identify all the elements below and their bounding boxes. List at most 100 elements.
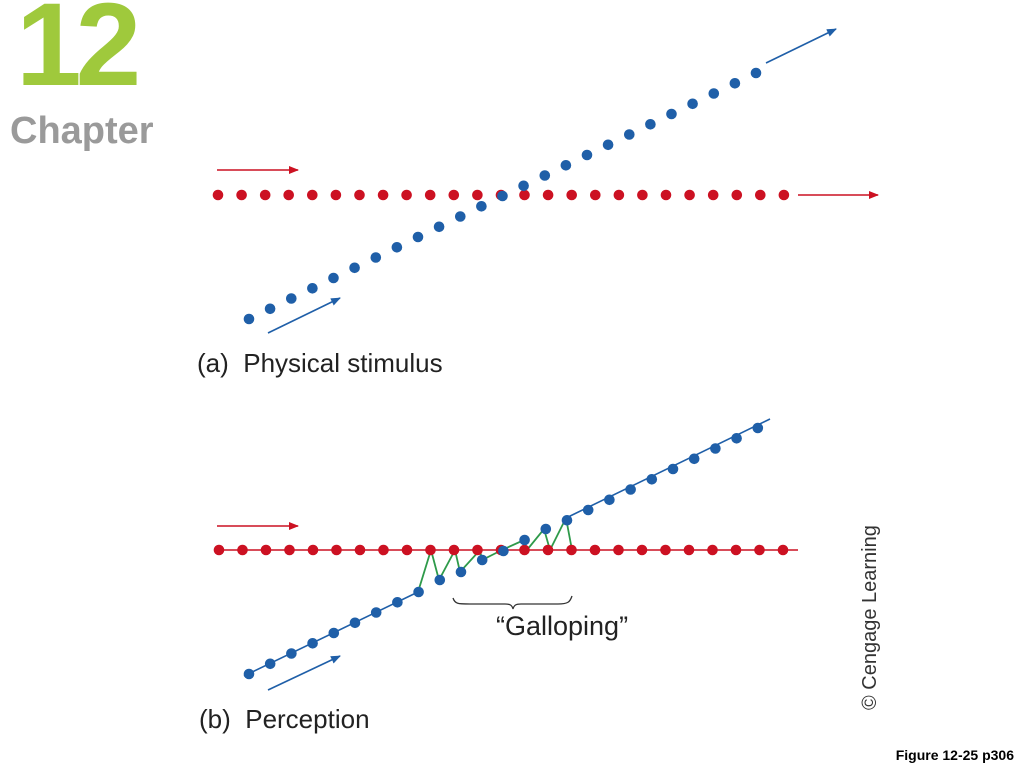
blue-tone-dot (264, 303, 276, 315)
red-tone-dot (731, 189, 743, 201)
red-tone-dot (472, 189, 483, 201)
blue-tone-dot (560, 160, 572, 171)
blue-tone-dot (731, 433, 742, 444)
red-tone-dot (542, 544, 554, 556)
blue-tone-dot (455, 566, 467, 578)
red-tone-dot (212, 189, 224, 201)
red-tone-dot (284, 544, 295, 556)
blue-tone-dot (518, 180, 529, 192)
blue-tone-dot (392, 597, 403, 608)
blue-tone-dot (625, 484, 636, 495)
red-tone-dot (401, 189, 412, 201)
blue-tone-dot (370, 607, 382, 618)
red-tone-dot (566, 544, 577, 556)
red-tone-sequence (212, 189, 790, 201)
blue-tone-dot (666, 108, 677, 120)
blue-tone-dot (687, 98, 698, 110)
panel-a-caption: (a) Physical stimulus (197, 348, 443, 378)
red-tone-dot (730, 544, 742, 556)
red-tone-dot (519, 189, 530, 201)
figure-reference: Figure 12-25 p306 (895, 747, 1014, 763)
blue-tone-dot (434, 574, 446, 586)
red-tone-dot (636, 544, 648, 556)
blue-tone-dot (498, 545, 509, 557)
red-tone-dot (448, 189, 460, 201)
chapter-label: Chapter (10, 110, 154, 152)
blue-tone-sequence (243, 422, 764, 680)
red-tone-dot (613, 189, 625, 201)
blue-tone-dot (391, 242, 403, 253)
blue-tone-dot (433, 221, 445, 233)
blue-tone-dot (328, 627, 340, 639)
blue-tone-dot (582, 504, 594, 516)
copyright-credit: © Cengage Learning (859, 525, 881, 710)
blue-tone-dot (624, 129, 635, 140)
blue-tone-dot (413, 586, 424, 598)
blue-tone-dot (370, 252, 382, 263)
red-tone-dot (377, 189, 389, 201)
blue-tone-dot (539, 170, 551, 181)
blue-tone-dot (349, 262, 360, 274)
red-tone-dot (330, 189, 342, 201)
red-tone-dot (354, 189, 365, 201)
red-tone-dot (519, 544, 530, 556)
blue-tone-dot (688, 453, 700, 465)
blue-tone-dot (710, 443, 721, 454)
blue-tone-dot (286, 648, 297, 659)
blue-tone-dot (540, 523, 552, 535)
blue-tone-dot (455, 211, 466, 222)
red-tone-dot (613, 544, 624, 556)
red-tone-dot (424, 189, 436, 201)
red-tone-dot (589, 544, 601, 556)
blue-tone-dot (519, 534, 530, 546)
blue-tone-dot (286, 293, 297, 304)
blue-tone-dot (243, 668, 255, 680)
red-tone-dot (684, 189, 695, 201)
blue-tone-dot (602, 139, 614, 151)
red-tone-dot (331, 544, 342, 556)
blue-tone-dot (729, 78, 741, 89)
red-tone-dot (354, 544, 366, 556)
red-tone-dot (448, 544, 460, 556)
panel-b-caption: (b) Perception (199, 704, 370, 734)
blue-tone-dot (307, 283, 318, 294)
red-tone-dot (707, 544, 718, 556)
red-tone-dot (213, 544, 225, 556)
red-tone-dot (778, 189, 790, 201)
red-tone-dot (754, 544, 765, 556)
red-tone-dot (260, 544, 272, 556)
blue-leading-arrow (765, 28, 837, 64)
blue-tone-dot (646, 474, 658, 485)
red-tone-dot (707, 189, 719, 201)
red-tone-dot (401, 544, 413, 556)
red-tone-dot (660, 189, 672, 201)
red-tone-dot (683, 544, 695, 556)
panel-b-perception (213, 418, 798, 691)
blue-tone-dot (497, 190, 508, 202)
blue-direction-arrow (267, 297, 341, 334)
red-tone-dot (425, 544, 436, 556)
blue-tone-dot (752, 422, 764, 434)
red-tone-dot (237, 544, 248, 556)
blue-tone-dot (476, 201, 487, 212)
red-tone-dot (777, 544, 789, 556)
red-tone-dot (637, 189, 648, 201)
panel-a-physical-stimulus (212, 28, 879, 334)
red-tone-dot (307, 544, 319, 556)
red-tone-dot (283, 189, 295, 201)
blue-tone-dot (307, 638, 318, 649)
blue-direction-arrow (267, 655, 341, 691)
blue-tone-dot (708, 88, 720, 99)
red-tone-dot (566, 189, 577, 201)
blue-tone-sequence (243, 67, 762, 325)
galloping-label: “Galloping” (496, 611, 629, 641)
blue-tone-dot (243, 313, 255, 325)
blue-tone-dot (750, 67, 762, 79)
red-tone-dot (590, 189, 601, 201)
blue-tone-dot (264, 658, 276, 670)
blue-tone-dot (645, 119, 656, 130)
blue-tone-dot (328, 272, 339, 284)
blue-tone-dot (349, 617, 361, 629)
blue-tone-dot (412, 231, 424, 243)
